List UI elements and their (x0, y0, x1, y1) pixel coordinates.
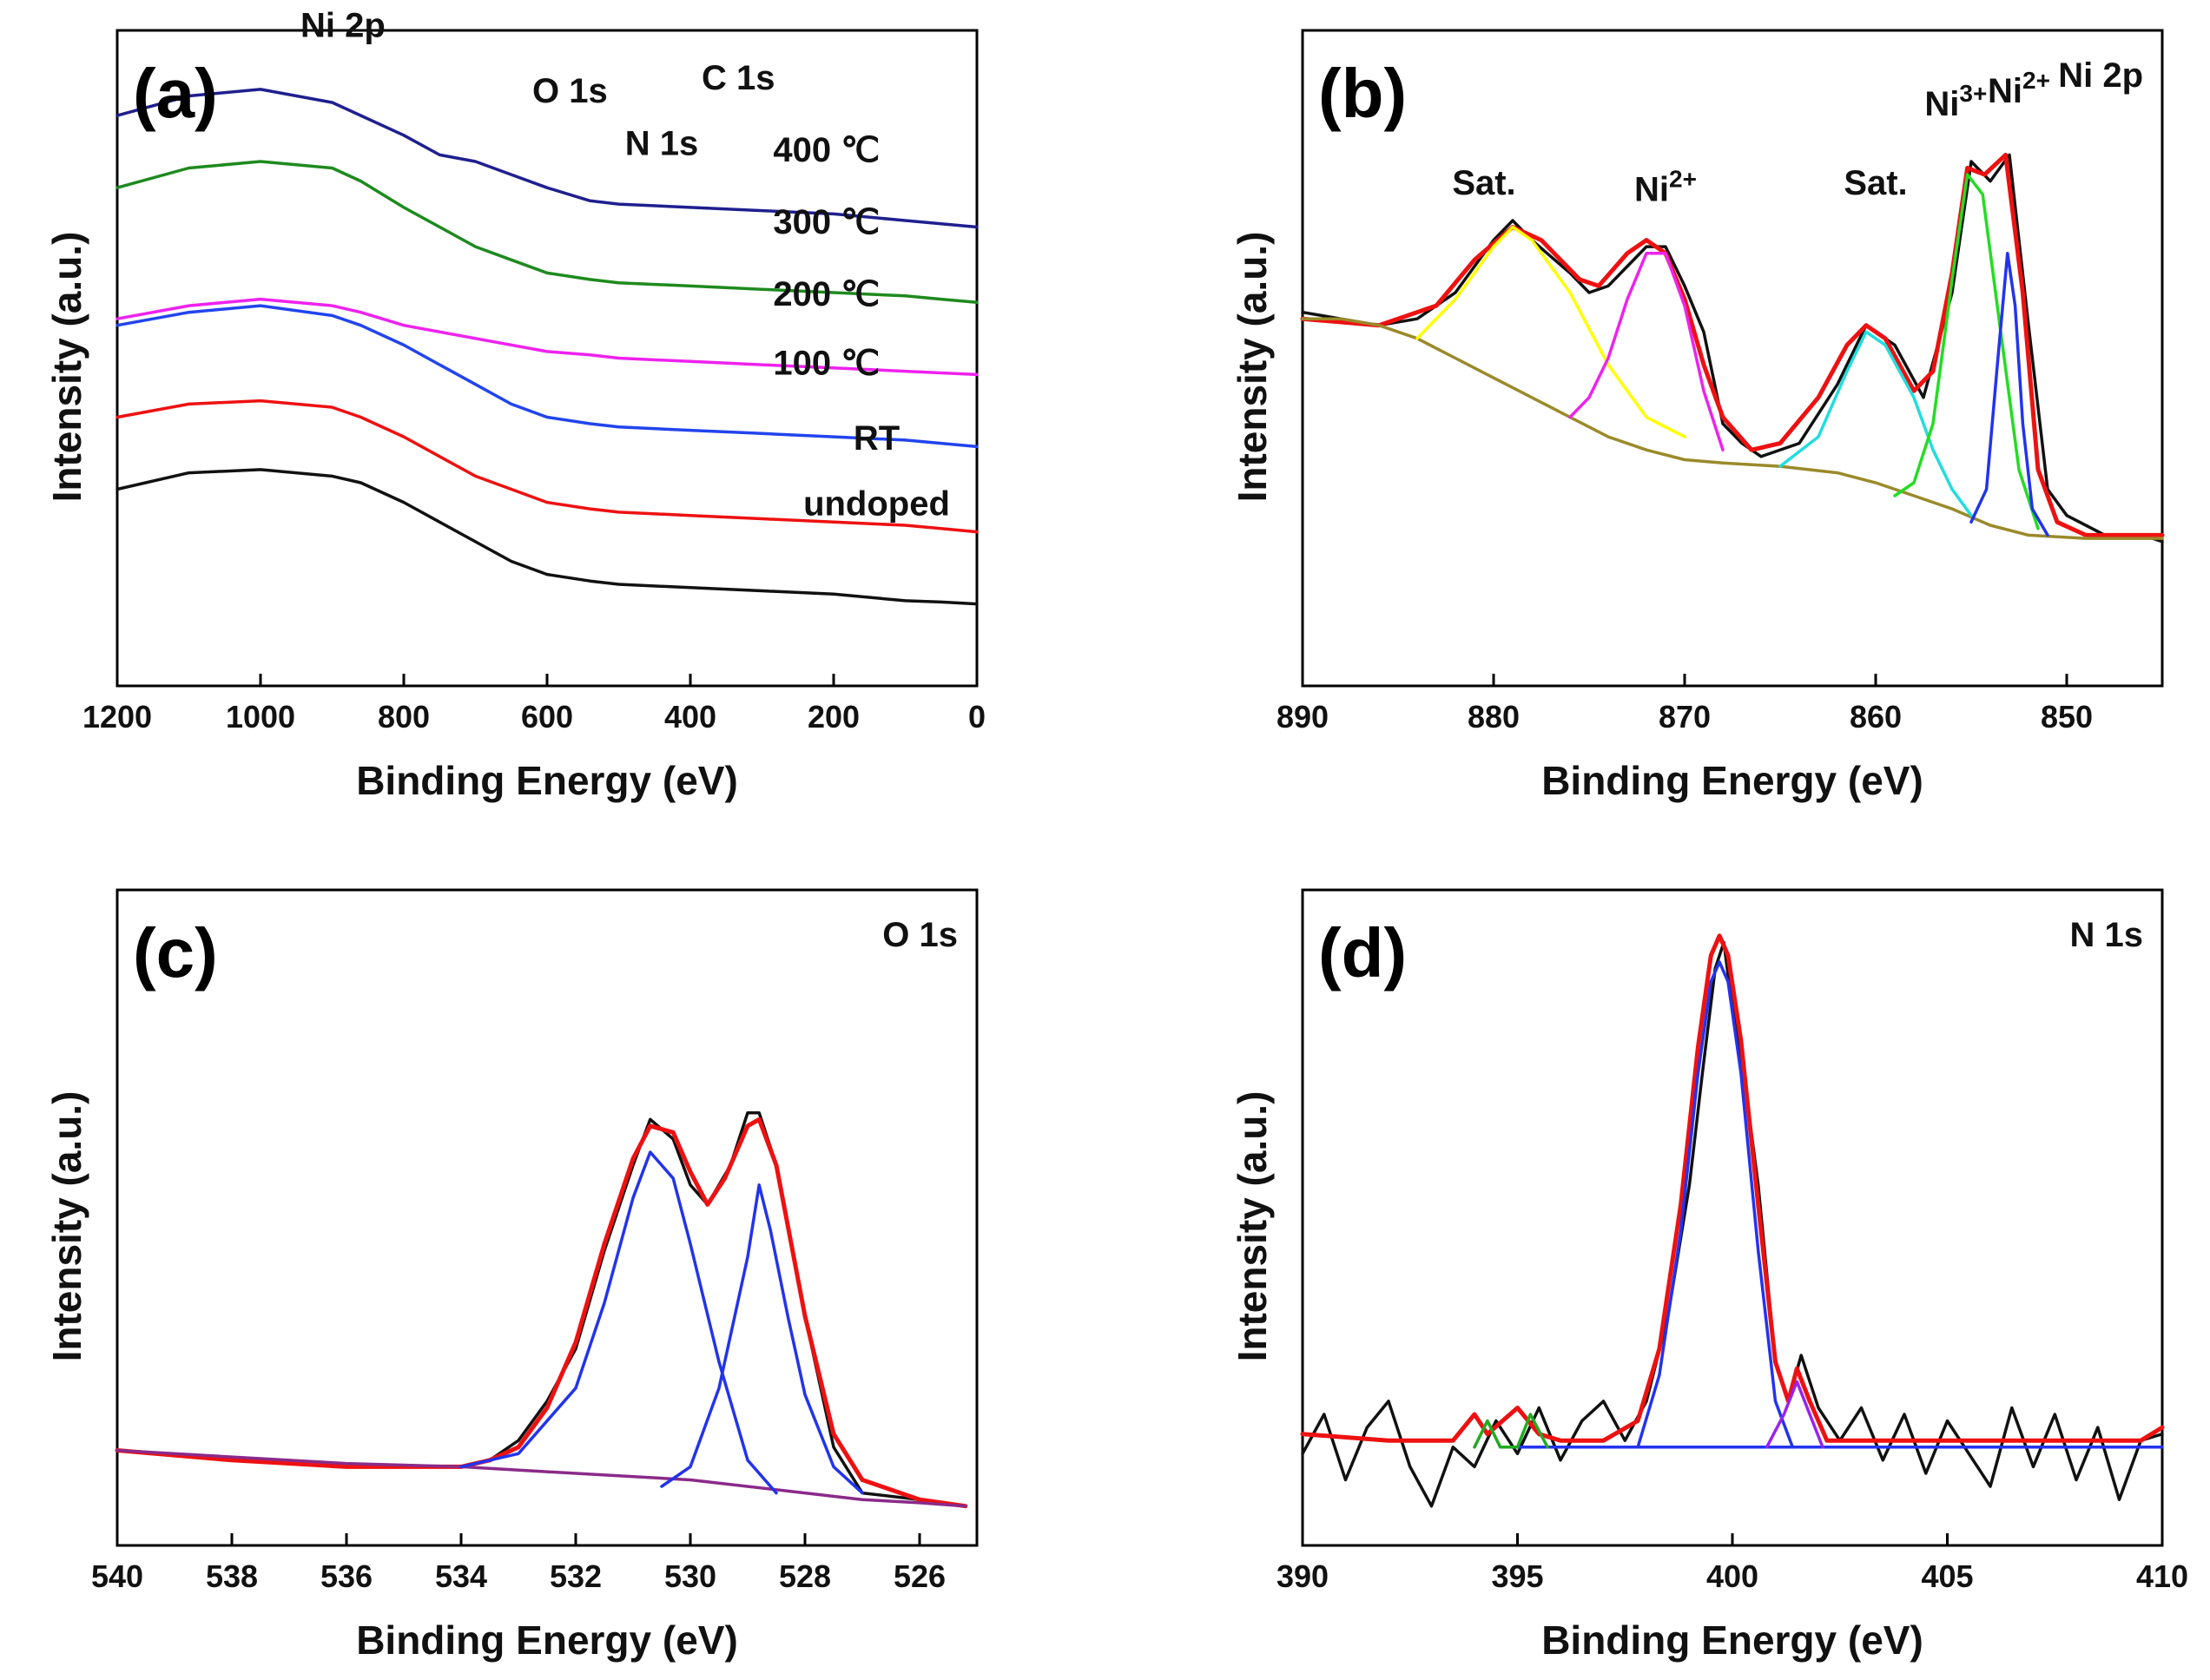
x-tick-label: 0 (968, 699, 986, 735)
annotation-superscript: 3+ (1959, 80, 1987, 107)
x-tick-label: 530 (664, 1558, 716, 1594)
series-line-b-2 (1301, 317, 2164, 540)
annotation-text: O 1s (532, 72, 608, 110)
x-tick-label: 400 (1706, 1558, 1758, 1594)
series-line-d-3 (1473, 1413, 1549, 1449)
y-axis-title: Intensity (a.u.) (1230, 1091, 1275, 1362)
series-line-b-7 (1969, 251, 2049, 537)
x-tick-label: 870 (1659, 699, 1711, 735)
x-axis-title: Binding Energy (eV) (356, 758, 738, 803)
x-tick-label: 880 (1468, 699, 1520, 735)
panel-d-n1s: 390 395 400 405 410 Binding Energy (eV) Intens… (1230, 888, 2188, 1663)
peak-annotation: C 1s (702, 59, 775, 97)
x-tick-label: 538 (206, 1558, 258, 1594)
panel-label: (a) (133, 55, 218, 132)
series-line-b-3 (1415, 225, 1686, 438)
peak-annotation: Sat. (1452, 164, 1515, 202)
peak-annotation: Sat. (1844, 164, 1907, 202)
panel-b-ni2p: 890 880 870 860 850 Binding Energy (eV) Intens… (1230, 29, 2165, 803)
annotation-text: N 1s (625, 124, 699, 162)
panel-title: N 1s (2070, 916, 2144, 954)
peak-annotation: O 1s (532, 72, 608, 110)
peak-annotation: Ni3+ (1924, 80, 1987, 123)
x-tick-label: 890 (1277, 699, 1329, 735)
annotation-text: C 1s (702, 59, 775, 97)
y-axis-title: Intensity (a.u.) (44, 1091, 89, 1362)
annotation-text: Ni (1924, 85, 1959, 123)
series-line-d-4 (1636, 960, 1795, 1449)
series-line-b-6 (1893, 173, 2040, 530)
x-tick-label: 536 (320, 1558, 373, 1594)
series-label: 100 ℃ (773, 344, 880, 382)
panel-title: Ni 2p (2058, 56, 2143, 95)
panel-a-survey: 1200 1000 800 600 400 200 0 Binding Energy (eV)… (44, 7, 986, 803)
x-tick-label: 405 (1921, 1558, 1973, 1594)
series-label: 400 ℃ (773, 131, 880, 169)
x-tick-label: 600 (521, 699, 573, 735)
series-label: 200 ℃ (773, 275, 880, 313)
panel-label: (b) (1318, 55, 1407, 132)
plot-frame (115, 888, 979, 1547)
x-tick-label: 390 (1277, 1558, 1329, 1594)
panel-c-o1s: 540 538 536 534 532 530 528 526 Binding Energy (… (44, 888, 979, 1663)
peak-annotation: Ni2+ (1988, 67, 2050, 110)
x-tick-label: 534 (435, 1558, 487, 1594)
series-label: undoped (803, 485, 950, 524)
series-line-a-3 (115, 304, 979, 449)
x-tick-label: 532 (550, 1558, 602, 1594)
peak-annotation: Ni2+ (1634, 165, 1697, 208)
series-line-b-5 (1778, 330, 1973, 517)
series-line-d-1 (1300, 933, 2165, 1443)
panel-label: (c) (133, 914, 218, 992)
x-tick-label: 540 (91, 1558, 143, 1594)
series-line-b-0 (1301, 153, 2164, 544)
series-line-d-5 (1765, 1380, 1824, 1449)
annotation-superscript: 2+ (2022, 67, 2050, 94)
series-line-d-0 (1301, 940, 2164, 1508)
series-line-c-3 (459, 1150, 778, 1495)
annotation-text: Ni (1634, 170, 1669, 208)
series-line-a-2 (115, 297, 979, 377)
x-tick-label: 410 (2136, 1558, 2188, 1594)
x-tick-label: 528 (779, 1558, 831, 1594)
plot-frame (1301, 29, 2164, 688)
x-axis-title: Binding Energy (eV) (1541, 1617, 1923, 1663)
x-tick-label: 526 (894, 1558, 946, 1594)
series-line-c-4 (660, 1183, 864, 1495)
x-tick-label: 395 (1491, 1558, 1543, 1594)
panel-title: O 1s (882, 916, 958, 954)
x-tick-label: 800 (378, 699, 430, 735)
series-line-a-1 (115, 160, 979, 305)
annotation-text: Ni 2p (300, 7, 386, 45)
series-line-b-1 (1300, 152, 2165, 537)
series-line-a-4 (115, 399, 979, 534)
x-tick-label: 1000 (226, 699, 295, 735)
annotation-text: Ni (1988, 72, 2022, 110)
x-tick-label: 200 (808, 699, 860, 735)
peak-annotation: Ni 2p (300, 7, 386, 45)
x-tick-label: 850 (2041, 699, 2093, 735)
annotation-text: Sat. (1844, 164, 1907, 202)
series-line-a-0 (115, 88, 979, 229)
annotation-text: Sat. (1452, 164, 1515, 202)
x-tick-label: 1200 (82, 699, 152, 735)
panel-label: (d) (1318, 914, 1407, 992)
peak-annotation: N 1s (625, 124, 699, 162)
x-axis-title: Binding Energy (eV) (356, 1617, 738, 1663)
y-axis-title: Intensity (a.u.) (1230, 232, 1275, 503)
x-tick-label: 860 (1850, 699, 1902, 735)
annotation-superscript: 2+ (1669, 165, 1697, 192)
series-label: 300 ℃ (773, 203, 880, 241)
series-label: RT (854, 419, 900, 458)
series-line-c-1 (115, 1117, 968, 1509)
x-axis-title: Binding Energy (eV) (1541, 758, 1923, 803)
y-axis-title: Intensity (a.u.) (44, 232, 89, 503)
series-line-c-2 (115, 1448, 967, 1508)
series-line-c-0 (115, 1110, 967, 1508)
x-tick-label: 400 (664, 699, 716, 735)
series-line-b-4 (1568, 251, 1725, 451)
series-line-a-5 (115, 468, 979, 606)
